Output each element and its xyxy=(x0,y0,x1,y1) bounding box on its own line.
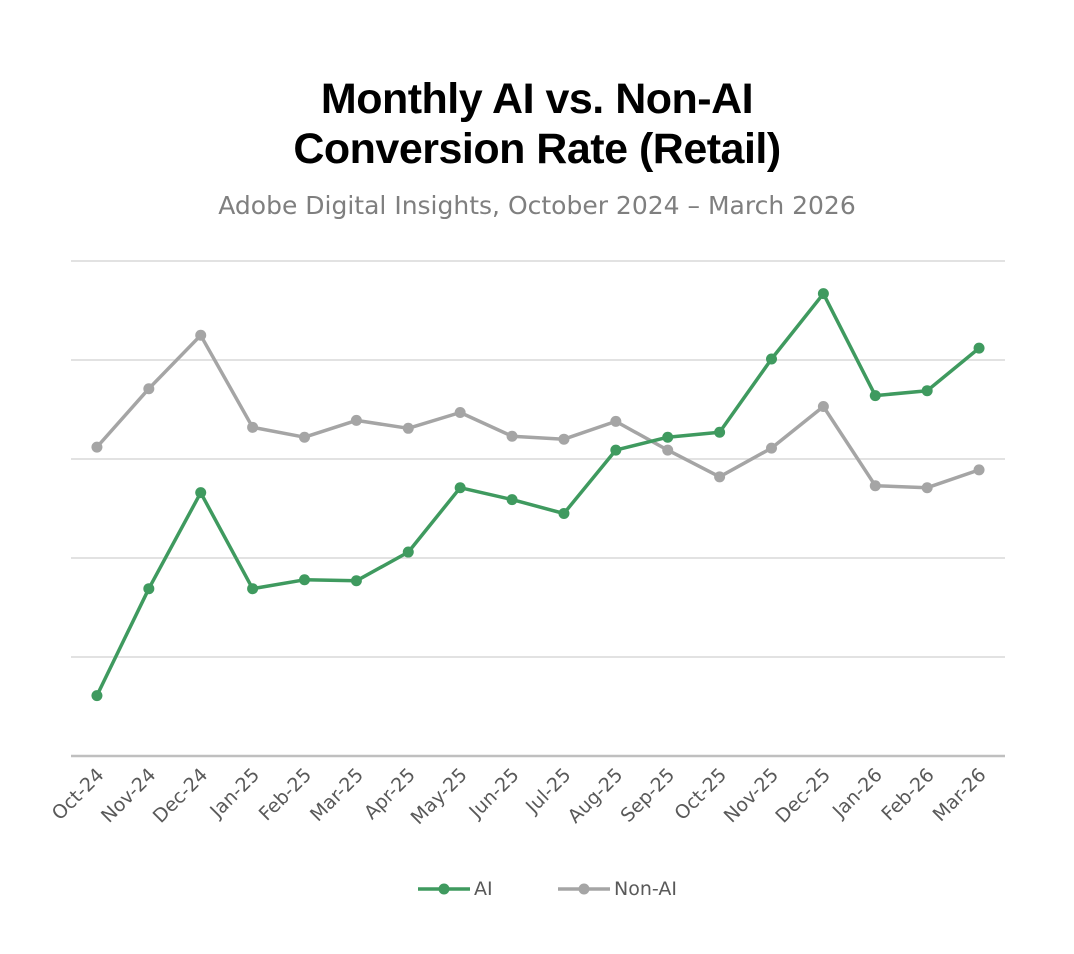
legend-label-ai: AI xyxy=(474,878,493,900)
data-point-marker xyxy=(91,690,103,702)
series-line xyxy=(95,291,981,697)
data-point-marker xyxy=(247,421,259,433)
data-point-marker xyxy=(350,414,362,426)
legend-label-non-ai: Non-AI xyxy=(614,878,677,900)
data-point-marker xyxy=(454,482,466,494)
data-point-marker xyxy=(610,444,622,456)
x-tick-label: Jun-25 xyxy=(464,764,523,823)
data-series xyxy=(91,288,985,702)
series-line xyxy=(95,333,980,490)
data-point-marker xyxy=(402,546,414,558)
series-non-ai xyxy=(91,329,985,494)
series-ai xyxy=(91,288,985,702)
x-tick-label: Mar-25 xyxy=(306,764,368,826)
chart-title-line-2: Conversion Rate (Retail) xyxy=(293,125,781,173)
data-point-marker xyxy=(973,464,985,476)
data-point-marker xyxy=(817,288,829,300)
x-tick-label: Feb-26 xyxy=(877,764,938,825)
x-tick-label: Aug-25 xyxy=(564,764,628,828)
legend-ai-line-marker-icon xyxy=(418,883,470,895)
data-point-marker xyxy=(869,390,881,402)
x-tick-label: Dec-25 xyxy=(771,764,835,828)
x-tick-label: Mar-26 xyxy=(929,764,991,826)
data-point-marker xyxy=(143,583,155,595)
x-tick-label: May-25 xyxy=(407,764,472,829)
data-point-marker xyxy=(299,431,310,443)
x-tick-label: Oct-24 xyxy=(48,764,109,825)
data-point-marker xyxy=(402,422,414,434)
data-point-marker xyxy=(662,444,674,456)
data-point-marker xyxy=(714,426,726,438)
data-point-marker xyxy=(921,482,933,494)
data-point-marker xyxy=(506,430,518,442)
data-point-marker xyxy=(766,442,777,454)
data-point-marker xyxy=(662,431,674,443)
legend-item-ai: AI xyxy=(418,874,493,904)
data-point-marker xyxy=(714,471,726,483)
data-point-marker xyxy=(817,401,829,413)
data-point-marker xyxy=(973,342,985,354)
legend-item-non-ai: Non-AI xyxy=(558,874,677,904)
data-point-marker xyxy=(454,406,466,418)
x-tick-label: Nov-25 xyxy=(720,764,783,827)
data-point-marker xyxy=(195,329,207,341)
data-point-marker xyxy=(921,385,933,397)
data-point-marker xyxy=(558,507,570,519)
data-point-marker xyxy=(350,575,362,587)
data-point-marker xyxy=(869,480,881,492)
x-tick-label: Feb-25 xyxy=(255,764,316,825)
data-point-marker xyxy=(610,415,622,427)
x-tick-label: Jan-25 xyxy=(205,764,264,823)
x-axis-tick-labels: Oct-24Nov-24Dec-24Jan-25Feb-25Mar-25Apr-… xyxy=(48,764,991,829)
x-tick-label: Sep-25 xyxy=(616,764,679,827)
data-point-marker xyxy=(195,487,207,499)
legend-non-ai-line-marker-icon xyxy=(558,883,610,895)
chart-subtitle: Adobe Digital Insights, October 2024 – M… xyxy=(218,191,856,220)
gridlines xyxy=(71,260,1005,658)
data-point-marker xyxy=(558,433,570,445)
x-tick-label: Nov-24 xyxy=(97,764,160,827)
x-tick-label: Dec-24 xyxy=(149,764,213,828)
data-point-marker xyxy=(299,574,310,586)
chart-title: Monthly AI vs. Non-AI Conversion Rate (R… xyxy=(0,74,1074,174)
data-point-marker xyxy=(91,441,103,453)
data-point-marker xyxy=(143,383,155,395)
data-point-marker xyxy=(766,353,777,365)
chart-legend: AI Non-AI xyxy=(0,874,1074,904)
chart-title-line-1: Monthly AI vs. Non-AI xyxy=(320,75,754,123)
x-tick-label: Oct-25 xyxy=(670,764,731,825)
data-point-marker xyxy=(506,494,518,506)
data-point-marker xyxy=(247,583,259,595)
x-tick-label: Jan-26 xyxy=(828,764,887,823)
